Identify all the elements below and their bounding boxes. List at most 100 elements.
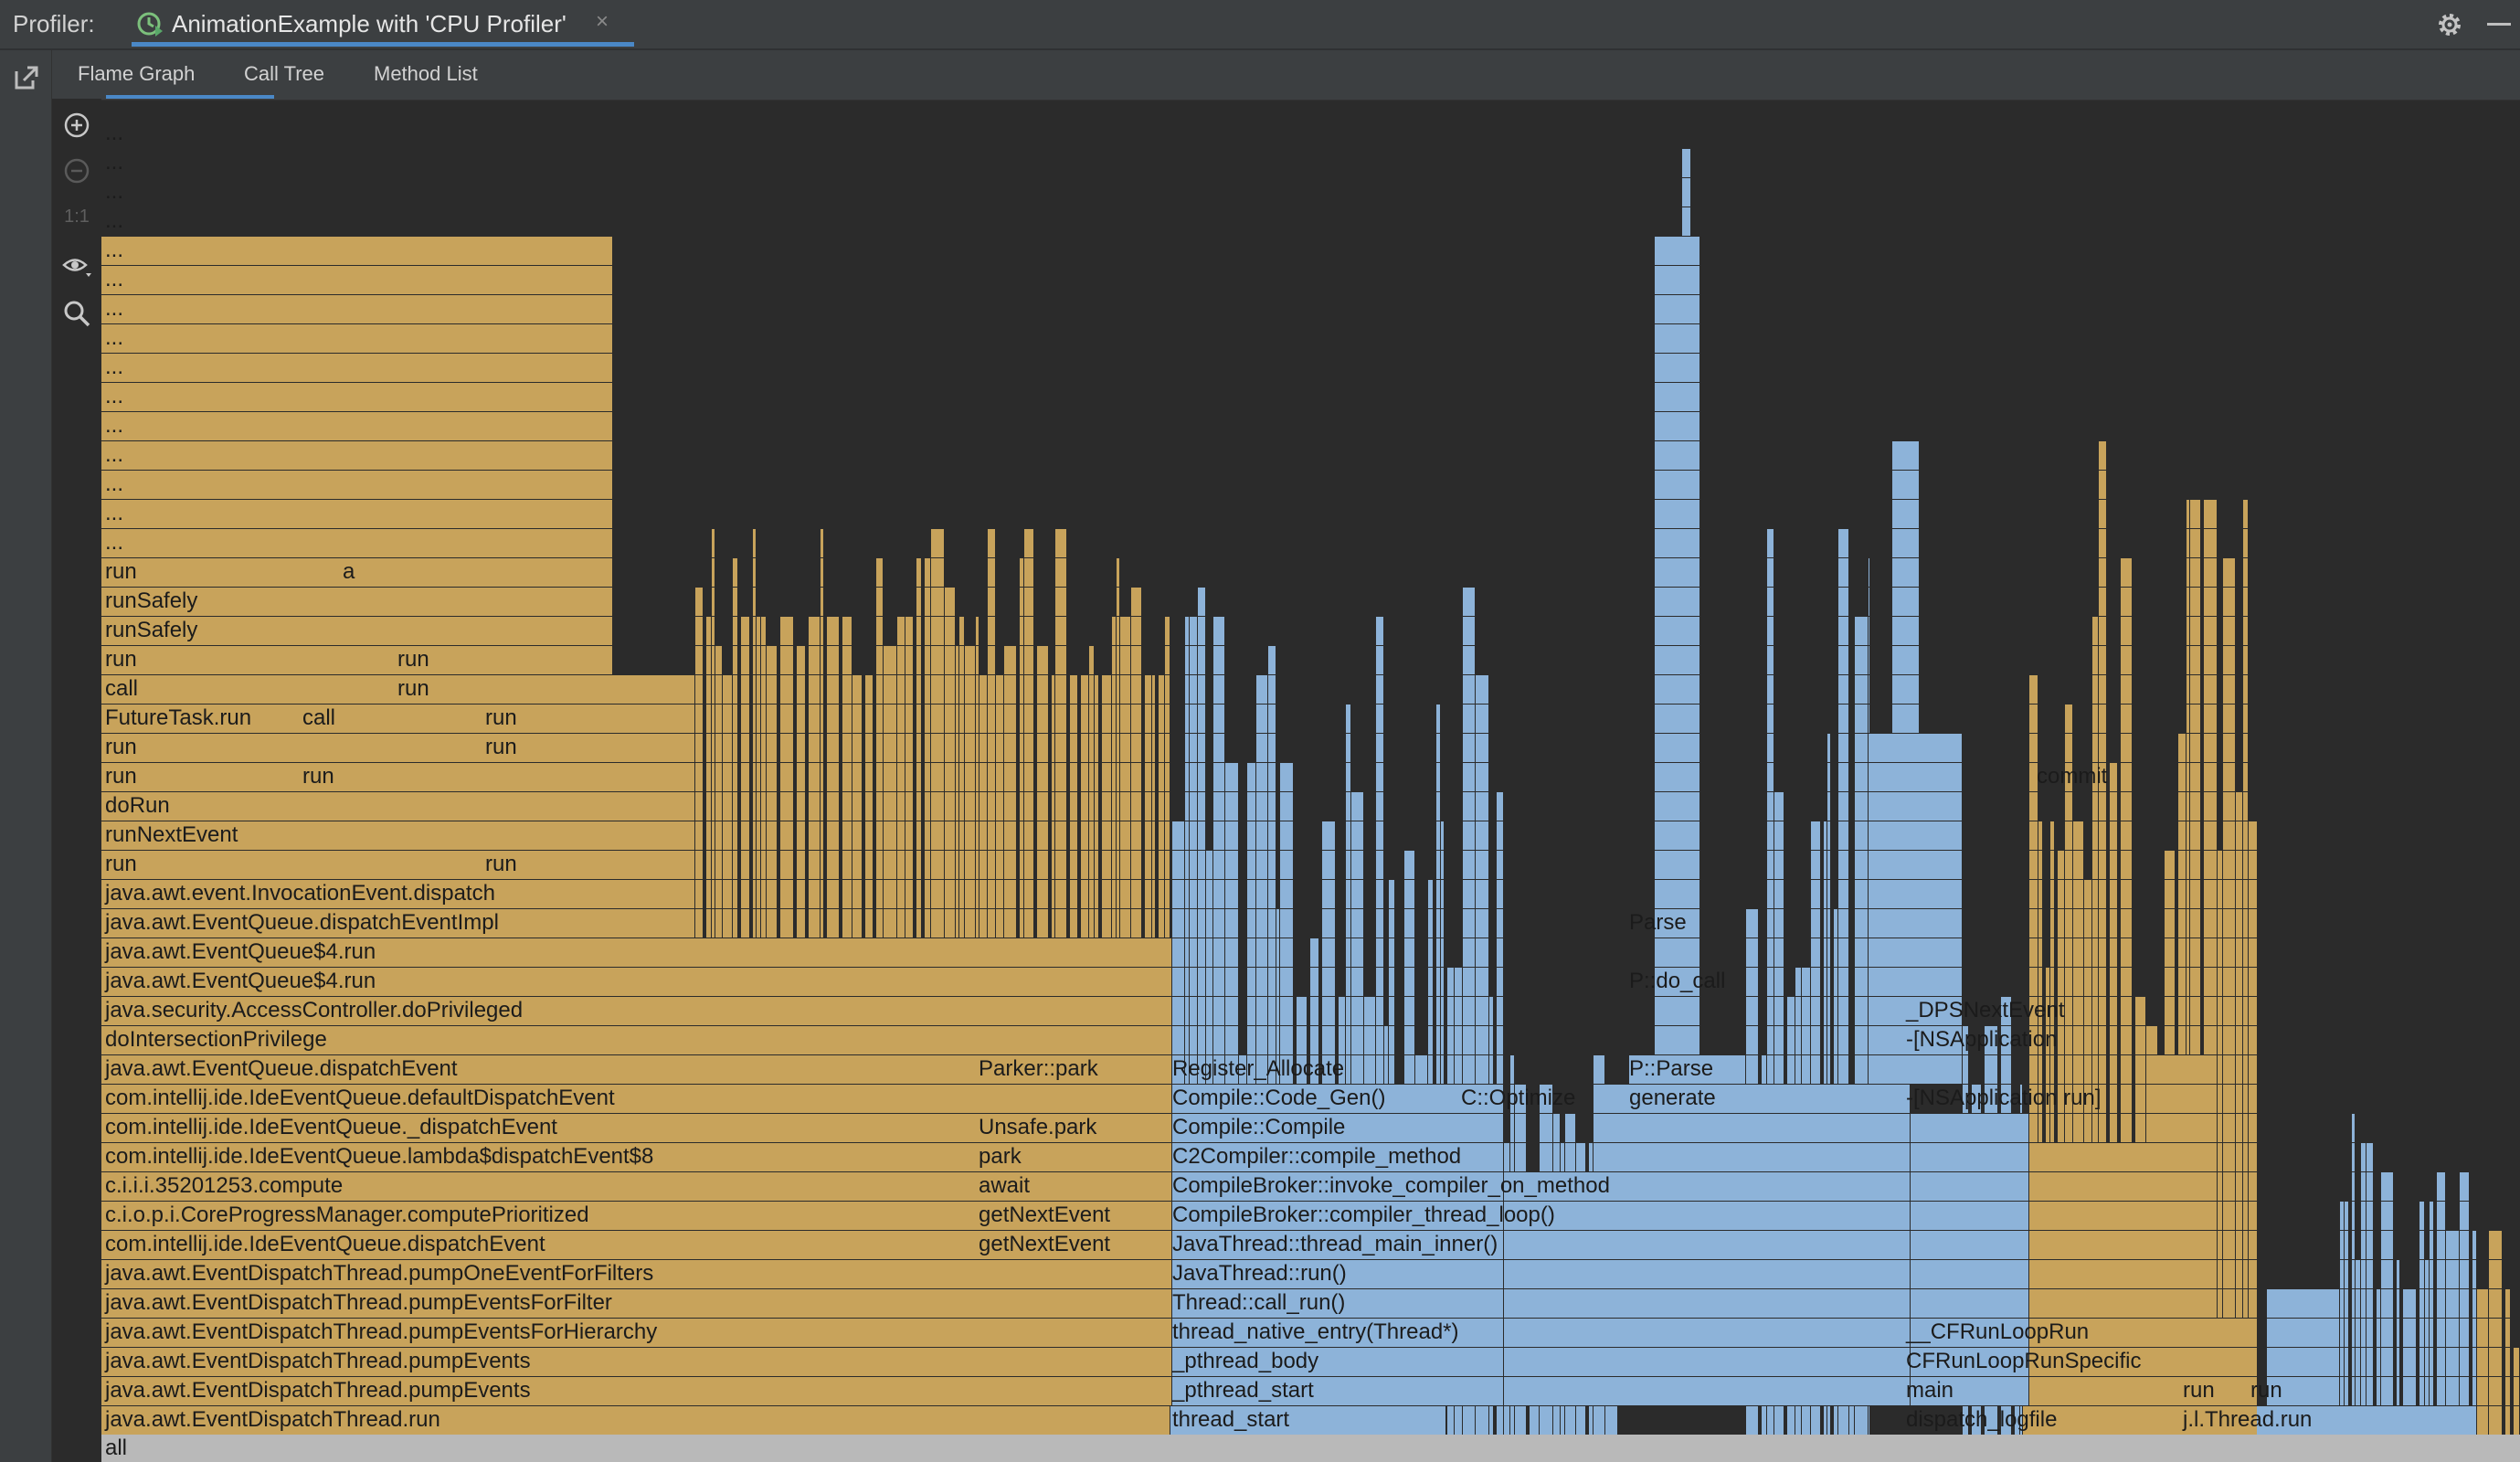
flame-frame[interactable] [1774,1406,1784,1435]
flame-frame[interactable] [1774,880,1784,908]
flame-frame[interactable] [1185,734,1189,762]
flame-frame[interactable] [2204,558,2217,587]
flame-frame[interactable] [1070,821,1077,850]
flame-frame[interactable] [2110,880,2117,908]
flame-frame[interactable] [2204,617,2217,645]
flame-frame[interactable] [2243,1026,2248,1054]
flame-frame[interactable] [1762,1260,1766,1288]
flame-frame[interactable] [1190,1172,1197,1201]
flame-frame[interactable] [1540,1202,1552,1230]
flame-frame[interactable] [1746,1143,1758,1171]
flame-frame[interactable] [988,821,995,850]
flame-frame[interactable] [2015,1348,2019,1376]
flame-frame[interactable] [945,734,955,762]
flame-frame[interactable] [1206,1055,1212,1084]
flame-frame[interactable] [2381,1406,2393,1435]
flame-frame[interactable] [2186,675,2189,704]
flame-frame[interactable] [767,646,777,674]
flame-frame[interactable] [797,1085,805,1113]
flame-frame[interactable] [1795,1055,1801,1084]
flame-frame[interactable] [979,1406,987,1435]
flame-frame[interactable] [2029,1114,2038,1142]
flame-frame[interactable] [1346,880,1350,908]
flame-frame[interactable] [1655,851,1699,879]
flame-frame[interactable] [1476,1260,1488,1288]
flame-frame[interactable] [1159,821,1164,850]
flame-frame[interactable] [916,646,921,674]
flame-frame[interactable] [1824,1114,1826,1142]
flame-frame[interactable] [1225,997,1238,1025]
flame-frame[interactable] [2073,1172,2083,1201]
flame-frame[interactable] [1787,1406,1795,1435]
flame-frame[interactable] [1849,1406,1854,1435]
flame-frame[interactable] [2084,1260,2091,1288]
flame-frame[interactable] [959,792,964,821]
flame-frame[interactable] [905,968,913,996]
flame-frame[interactable] [712,529,715,557]
flame-frame[interactable] [753,997,756,1025]
flame-frame[interactable] [1605,1202,1617,1230]
flame-frame[interactable] [2204,1289,2217,1318]
flame-frame[interactable] [1117,997,1119,1025]
flame-frame[interactable] [865,1143,873,1171]
flame-frame[interactable] [733,675,737,704]
flame-frame[interactable] [1802,1114,1810,1142]
flame-frame[interactable] [1395,1231,1401,1259]
flame-frame[interactable] [2092,646,2098,674]
flame-frame[interactable] [723,705,732,733]
flame-frame[interactable] [1165,1172,1170,1201]
flame-frame[interactable] [1553,1406,1560,1435]
flame-frame[interactable] [723,1085,732,1113]
flame-frame[interactable] [1055,675,1066,704]
flame-frame[interactable] [1463,588,1475,616]
flame-frame[interactable] [1463,675,1475,704]
flame-frame[interactable] [2058,1319,2064,1347]
flame-frame[interactable] [1297,1143,1307,1171]
flame-frame[interactable] [1190,1289,1197,1318]
flame-frame[interactable] [988,1231,995,1259]
flame-frame[interactable] [1172,909,1184,938]
flame-frame[interactable] [1389,1231,1394,1259]
flame-frame[interactable] [1213,646,1224,674]
flame-frame[interactable] [865,1172,873,1201]
flame-frame[interactable] [2430,1289,2433,1318]
flame-frame[interactable] [1198,1260,1205,1288]
flame-frame[interactable] [1020,705,1023,733]
flame-frame[interactable] [2223,705,2235,733]
flame-frame[interactable] [996,763,1003,791]
flame-frame[interactable] [1024,938,1033,967]
flame-frame[interactable] [1117,646,1119,674]
flame-frame[interactable] [1089,997,1094,1025]
flame-frame[interactable] [1428,968,1433,996]
flame-frame[interactable] [1824,968,1826,996]
flame-frame[interactable] [1824,1260,1826,1288]
flame-frame[interactable] [996,705,1003,733]
flame-frame[interactable] [1802,1406,1810,1435]
flame-frame[interactable] [1165,1026,1170,1054]
flame-frame[interactable] [1834,1231,1837,1259]
flame-frame[interactable] [1004,705,1016,733]
flame-frame[interactable] [1052,1319,1054,1347]
flame-frame[interactable] [1004,880,1016,908]
flame-frame[interactable] [852,1231,862,1259]
flame-frame[interactable] [2236,1055,2242,1084]
flame-frame[interactable] [2236,1026,2242,1054]
flame-frame[interactable] [1594,1055,1604,1084]
flame-frame[interactable] [1004,792,1016,821]
flame-frame[interactable] [1206,1348,1212,1376]
flame-frame[interactable] [1576,1172,1585,1201]
flame-frame[interactable] [1767,851,1774,879]
flame-frame[interactable] [1589,1319,1593,1347]
flame-frame[interactable] [1415,1055,1427,1084]
flame-frame[interactable] [1117,1114,1119,1142]
flame-frame[interactable] [1070,1406,1077,1435]
flame-frame[interactable] [1213,1143,1224,1171]
flame-frame[interactable] [1834,909,1837,938]
flame-frame[interactable] [2046,1377,2049,1405]
flame-frame[interactable] [1024,1231,1033,1259]
flame-frame[interactable] [2267,1289,2339,1318]
flame-frame[interactable] [1655,734,1699,762]
flame-frame[interactable] [2038,1260,2042,1288]
flame-frame[interactable] [1589,1260,1593,1288]
flame-frame[interactable] [1985,1055,1997,1084]
